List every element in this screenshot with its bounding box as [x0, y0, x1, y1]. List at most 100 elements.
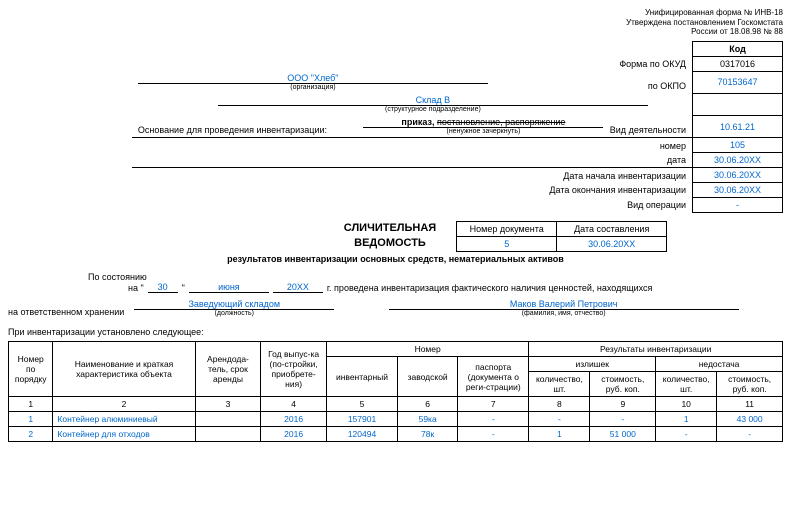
r1-dq: -: [656, 427, 717, 442]
year: 20XX: [273, 282, 323, 293]
state-prefix: По состоянию: [88, 272, 147, 282]
c1: 1: [9, 397, 53, 412]
oper-value: -: [693, 198, 783, 213]
h-dq: количество, шт.: [656, 372, 717, 397]
h-num: Номер по порядку: [9, 342, 53, 397]
r1-inv: 120494: [326, 427, 397, 442]
r0-inv: 157901: [326, 412, 397, 427]
r0-name: Контейнер алюминиевый: [53, 412, 195, 427]
r0-ar: [195, 412, 261, 427]
r1-zav: 78к: [398, 427, 458, 442]
c2: 2: [53, 397, 195, 412]
sklad-name: Склад В: [218, 95, 648, 106]
code-table: Код Форма по ОКУД 0317016 ООО "Хлеб" (ор…: [132, 41, 783, 214]
main-table: Номер по порядку Наименование и краткая …: [8, 341, 783, 442]
c8: 8: [529, 397, 590, 412]
h-dc: стоимость, руб. коп.: [717, 372, 783, 397]
c10: 10: [656, 397, 717, 412]
kod-header: Код: [693, 41, 783, 56]
h-arend: Арендода-тель, срок аренды: [195, 342, 261, 397]
c9: 9: [590, 397, 656, 412]
docnum-value: 5: [457, 237, 557, 252]
okud-value: 0317016: [693, 56, 783, 71]
form-header: Унифицированная форма № ИНВ-18 Утвержден…: [498, 8, 783, 37]
r1-dc: -: [717, 427, 783, 442]
found-label: При инвентаризации установлено следующее…: [8, 327, 783, 337]
day: 30: [148, 282, 178, 293]
title-block: СЛИЧИТЕЛЬНАЯ ВЕДОМОСТЬ: [344, 221, 436, 250]
pos-hint: (должность): [134, 310, 334, 317]
vid-deyat-label: Вид деятельности: [610, 125, 686, 135]
subtitle: результатов инвентаризации основных сред…: [8, 254, 783, 264]
basis-hint: (ненужное зачеркнуть): [357, 128, 610, 135]
h-sq: количество, шт.: [529, 372, 590, 397]
empty-cell: [693, 93, 783, 115]
h-year: Год выпус-ка (по-стройки, приобрете-ния): [261, 342, 327, 397]
data-label: дата: [132, 153, 693, 168]
prikaz: приказ,: [401, 117, 434, 127]
r0-zav: 59ка: [398, 412, 458, 427]
h-surplus: излишек: [529, 357, 656, 372]
r0-sq: -: [529, 412, 590, 427]
fio: Маков Валерий Петрович: [389, 299, 739, 310]
h-pass: паспорта (документа о реги-страции): [458, 357, 529, 397]
end-value: 30.06.20XX: [693, 183, 783, 198]
h-result: Результаты инвентаризации: [529, 342, 783, 357]
na: на ": [128, 283, 144, 293]
sklad-hint: (структурное подразделение): [218, 106, 648, 113]
r0-pass: -: [458, 412, 529, 427]
suffix: г. проведена инвентаризация фактического…: [327, 283, 653, 293]
docdate-table: Номер документа Дата составления 5 30.06…: [456, 221, 667, 252]
h-nomer: Номер: [326, 342, 528, 357]
end-label: Дата окончания инвентаризации: [132, 183, 693, 198]
docdate-label: Дата составления: [557, 222, 667, 237]
position: Заведующий складом: [134, 299, 334, 310]
org-name: ООО "Хлеб": [138, 73, 488, 84]
h-short: недостача: [656, 357, 783, 372]
c3: 3: [195, 397, 261, 412]
okud-label: Форма по ОКУД: [132, 56, 693, 71]
r1-sc: 51 000: [590, 427, 656, 442]
r0-sc: -: [590, 412, 656, 427]
c7: 7: [458, 397, 529, 412]
r1-year: 2016: [261, 427, 327, 442]
r1-ar: [195, 427, 261, 442]
c5: 5: [326, 397, 397, 412]
docdate-value: 30.06.20XX: [557, 237, 667, 252]
h-inv: инвентарный: [326, 357, 397, 397]
start-label: Дата начала инвентаризации: [132, 168, 693, 183]
okpo-label: по ОКПО: [648, 81, 686, 91]
r1-sq: 1: [529, 427, 590, 442]
form-line2: Утверждена постановлением Госкомстата: [626, 18, 783, 27]
h-sc: стоимость, руб. коп.: [590, 372, 656, 397]
start-value: 30.06.20XX: [693, 168, 783, 183]
nomer-value: 105: [693, 138, 783, 153]
docnum-label: Номер документа: [457, 222, 557, 237]
h-zav: заводской: [398, 357, 458, 397]
org-hint: (организация): [138, 84, 488, 91]
data-value: 30.06.20XX: [693, 153, 783, 168]
h-name: Наименование и краткая характеристика об…: [53, 342, 195, 397]
basis-label: Основание для проведения инвентаризации:: [138, 125, 327, 135]
form-line3: России от 18.08.98 № 88: [691, 27, 783, 36]
title-line1: СЛИЧИТЕЛЬНАЯ: [344, 222, 436, 234]
r1-name: Контейнер для отходов: [53, 427, 195, 442]
okpo-value: 70153647: [693, 71, 783, 93]
oper-label: Вид операции: [132, 198, 693, 213]
nomer-label: номер: [132, 138, 693, 153]
r1-n: 2: [9, 427, 53, 442]
q: ": [182, 283, 185, 293]
vid-deyat-value: 10.61.21: [693, 115, 783, 138]
r0-year: 2016: [261, 412, 327, 427]
resp: на ответственном хранении: [8, 307, 124, 317]
c11: 11: [717, 397, 783, 412]
form-line1: Унифицированная форма № ИНВ-18: [645, 8, 783, 17]
r0-dq: 1: [656, 412, 717, 427]
c4: 4: [261, 397, 327, 412]
c6: 6: [398, 397, 458, 412]
fio-hint: (фамилия, имя, отчество): [344, 310, 783, 317]
r1-pass: -: [458, 427, 529, 442]
r0-n: 1: [9, 412, 53, 427]
title-line2: ВЕДОМОСТЬ: [354, 237, 426, 249]
month: июня: [189, 282, 269, 293]
